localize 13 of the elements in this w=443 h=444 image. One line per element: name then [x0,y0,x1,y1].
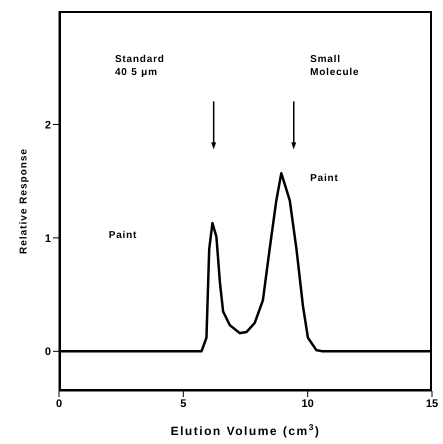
x-tick-label: 5 [180,398,186,410]
y-tick-label: 2 [44,119,51,132]
x-axis-title: Elution Volume (cm$^{3}$) [170,422,320,438]
y-axis-title: Relative Response [18,148,30,254]
y-tick-label: 1 [44,232,51,245]
annotation: Standard 40 5 μm [114,54,165,78]
annotation: Small Molecule [310,54,360,78]
annotation: Paint [310,173,339,184]
y-tick-label: 0 [44,346,51,358]
x-tick-label: 15 [426,398,438,410]
annotation: Paint [108,230,138,241]
x-tick-label: 10 [302,398,314,410]
x-tick-label: 0 [56,398,62,410]
